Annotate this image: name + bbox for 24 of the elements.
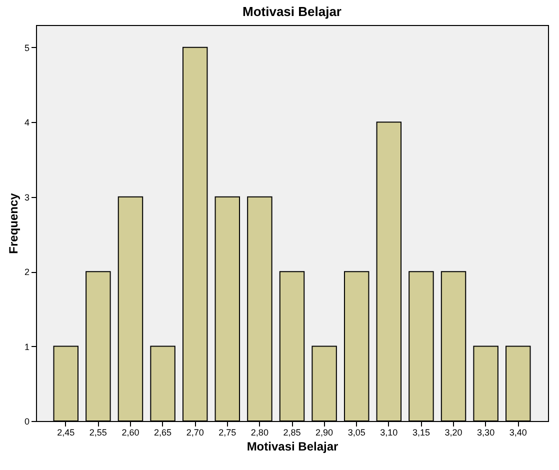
x-tick-label: 2,45 bbox=[57, 428, 75, 438]
x-tick-label: 2,80 bbox=[250, 428, 268, 438]
x-tick-label: 3,05 bbox=[348, 428, 366, 438]
x-tick-label: 2,90 bbox=[316, 428, 334, 438]
x-tick-label: 2,55 bbox=[89, 428, 107, 438]
x-tick-label: 3,10 bbox=[380, 428, 398, 438]
x-tick-label: 2,60 bbox=[122, 428, 140, 438]
x-tick-label: 3,20 bbox=[444, 428, 462, 438]
x-tick-label: 2,85 bbox=[283, 428, 301, 438]
x-tick-label: 2,75 bbox=[218, 428, 236, 438]
chart-title: Motivasi Belajar bbox=[242, 4, 342, 19]
y-tick-label: 5 bbox=[24, 42, 30, 53]
x-axis-title: Motivasi Belajar bbox=[246, 440, 339, 454]
x-tick-label: 3,30 bbox=[477, 428, 495, 438]
x-tick-label: 2,65 bbox=[154, 428, 172, 438]
y-tick-label: 4 bbox=[24, 118, 30, 128]
y-tick-label: 1 bbox=[24, 342, 30, 352]
x-tick-label: 2,70 bbox=[186, 428, 204, 438]
y-tick-label: 0 bbox=[24, 416, 30, 426]
y-tick-label: 3 bbox=[24, 192, 30, 202]
y-axis-title: Frequency bbox=[6, 192, 20, 254]
y-tick-label: 2 bbox=[24, 267, 30, 278]
x-tick-label: 3,40 bbox=[509, 428, 527, 438]
x-tick-label: 3,15 bbox=[412, 428, 430, 438]
